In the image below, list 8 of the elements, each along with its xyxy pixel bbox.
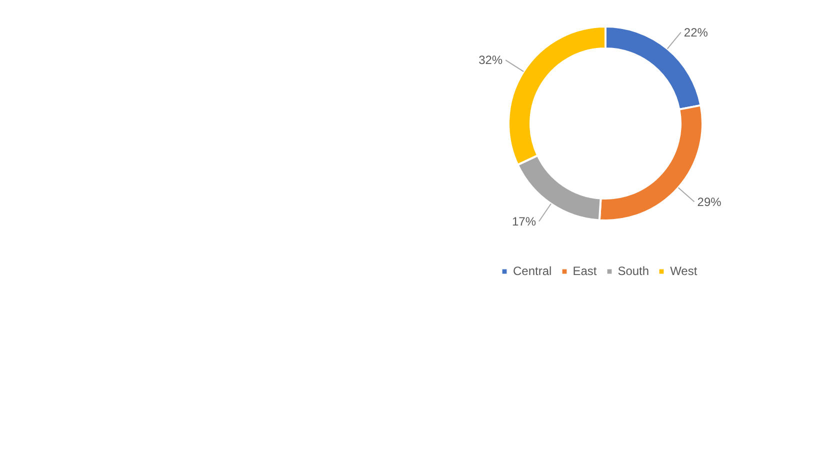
legend-label: South bbox=[618, 264, 650, 278]
data-label: 32% bbox=[478, 53, 503, 68]
legend-label: East bbox=[572, 264, 597, 278]
data-label: 17% bbox=[512, 214, 536, 228]
legend-label: West bbox=[670, 264, 698, 278]
legend-label: Central bbox=[513, 264, 552, 278]
data-label: 22% bbox=[684, 25, 708, 40]
data-label: 29% bbox=[697, 194, 722, 209]
